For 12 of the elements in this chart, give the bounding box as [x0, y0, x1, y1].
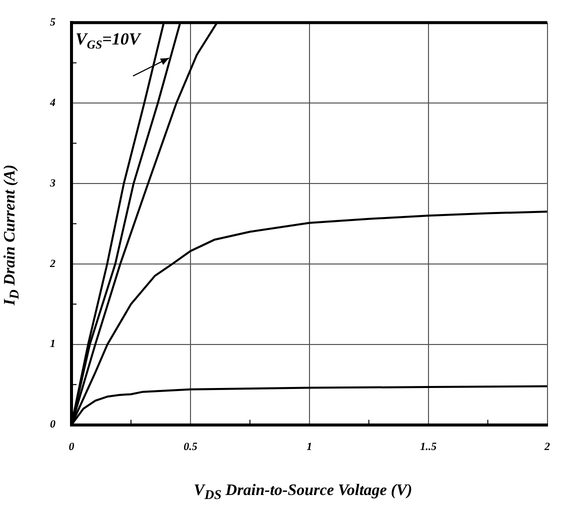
x-tick-label: 1..5 — [420, 441, 438, 454]
x-axis-title: V$_{DS}$ Drain-to-Source Voltage (V) — [192, 482, 414, 504]
y-tick-label: 0 — [50, 418, 56, 431]
x-tick-label: 1 — [306, 441, 312, 454]
y-tick-label: 2 — [49, 258, 56, 270]
y-tick-label: 1 — [50, 338, 56, 350]
y-tick-label: 4 — [49, 96, 56, 109]
y-tick-label: 3 — [49, 177, 56, 190]
y-tick-label: 5 — [50, 16, 56, 28]
x-tick-label: 0.5 — [184, 441, 198, 454]
x-tick-label: 2 — [544, 441, 550, 454]
x-tick-label: 0 — [68, 441, 75, 454]
